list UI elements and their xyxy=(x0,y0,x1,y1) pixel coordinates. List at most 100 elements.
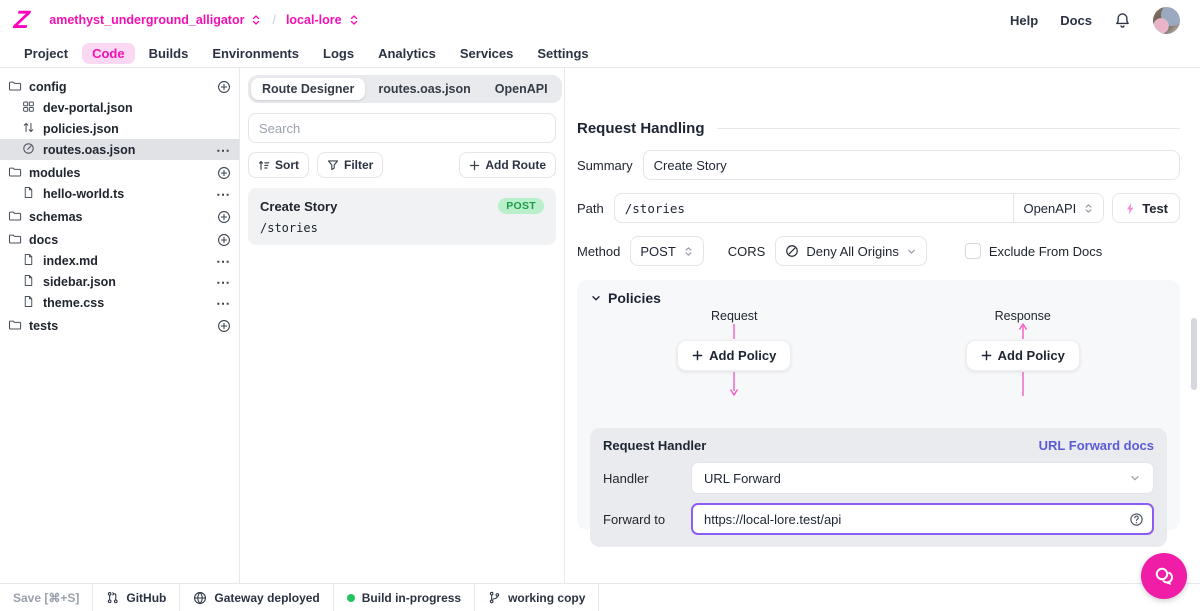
folder-icon xyxy=(8,209,23,224)
tab-logs[interactable]: Logs xyxy=(323,46,355,61)
route-panel: Route Designer routes.oas.json OpenAPI Sor… xyxy=(240,68,565,583)
github-pull-request-icon xyxy=(106,591,119,604)
tab-code[interactable]: Code xyxy=(82,43,135,64)
method-select[interactable]: POST xyxy=(630,236,704,266)
status-save-s[interactable]: Save [⌘+S] xyxy=(0,584,94,611)
editor-tab-routes-oas-json[interactable]: routes.oas.json xyxy=(378,82,471,96)
circle-slash-icon xyxy=(785,244,799,258)
ellipsis-menu-icon[interactable]: ⋯ xyxy=(216,294,231,311)
file-tree-item-config[interactable]: config xyxy=(0,76,239,97)
summary-input[interactable] xyxy=(642,150,1180,180)
exclude-from-docs-checkbox[interactable] xyxy=(964,243,981,259)
route-icon xyxy=(22,142,37,157)
status-item-label: Save [⌘+S] xyxy=(13,590,80,605)
plus-circle-icon[interactable] xyxy=(217,233,231,247)
file-tree-item-hello-world-ts[interactable]: hello-world.ts ⋯ xyxy=(0,183,239,204)
add-response-policy-button[interactable]: Add Policy xyxy=(965,340,1080,371)
test-button[interactable]: Test xyxy=(1112,193,1180,223)
handler-select[interactable]: URL Forward xyxy=(691,462,1154,494)
handler-select-value: URL Forward xyxy=(704,470,781,486)
status-working-copy[interactable]: working copy xyxy=(475,584,600,611)
file-tree-item-label: policies.json xyxy=(43,121,119,136)
project-switcher[interactable]: amethyst_underground_alligator xyxy=(49,13,245,27)
file-tree-item-label: hello-world.ts xyxy=(43,186,125,201)
status-item-label: Build in-progress xyxy=(361,590,462,605)
globe-icon xyxy=(193,591,207,605)
editor-tab-route-designer[interactable]: Route Designer xyxy=(251,78,366,100)
environment-switcher[interactable]: local-lore xyxy=(285,13,342,27)
plus-circle-icon[interactable] xyxy=(217,80,231,94)
chevron-updown-icon[interactable] xyxy=(348,14,360,26)
ellipsis-menu-icon[interactable]: ⋯ xyxy=(216,185,231,202)
chevron-down-icon xyxy=(1129,472,1141,484)
filter-button[interactable]: Filter xyxy=(317,152,384,178)
add-request-policy-button[interactable]: Add Policy xyxy=(677,340,792,371)
route-search-input[interactable] xyxy=(248,113,556,143)
route-list-item[interactable]: Create Story POST /stories xyxy=(248,188,556,245)
tab-services[interactable]: Services xyxy=(459,46,514,61)
docs-link[interactable]: Docs xyxy=(1060,12,1092,28)
plus-icon xyxy=(981,350,992,361)
ellipsis-menu-icon[interactable]: ⋯ xyxy=(216,252,231,269)
help-link[interactable]: Help xyxy=(1010,12,1039,28)
ellipsis-menu-icon[interactable]: ⋯ xyxy=(216,141,231,158)
file-tree-item-docs[interactable]: docs xyxy=(0,229,239,250)
sort-ascending-icon xyxy=(258,159,270,171)
chat-widget-button[interactable] xyxy=(1141,553,1187,599)
tab-settings[interactable]: Settings xyxy=(537,46,589,61)
cors-select[interactable]: Deny All Origins xyxy=(775,236,927,266)
breadcrumb: amethyst_underground_alligator / local-l… xyxy=(49,13,359,27)
exclude-from-docs-label: Exclude From Docs xyxy=(988,243,1103,259)
file-tree-item-schemas[interactable]: schemas xyxy=(0,206,239,227)
chevron-updown-icon[interactable] xyxy=(250,14,262,26)
file-tree-item-dev-portal-json[interactable]: dev-portal.json xyxy=(0,97,239,118)
plus-circle-icon[interactable] xyxy=(217,319,231,333)
add-route-button[interactable]: Add Route xyxy=(459,152,556,178)
status-item-label: Gateway deployed xyxy=(214,590,320,605)
notifications-bell-icon[interactable] xyxy=(1114,12,1131,29)
policies-collapse-toggle[interactable]: Policies xyxy=(590,290,1167,306)
status-item-label: working copy xyxy=(508,590,586,605)
tab-analytics[interactable]: Analytics xyxy=(378,46,436,61)
status-build-in-progress[interactable]: Build in-progress xyxy=(334,584,476,611)
help-circle-icon[interactable] xyxy=(1129,512,1144,527)
status-github[interactable]: GitHub xyxy=(93,584,181,611)
file-tree-item-label: index.md xyxy=(43,253,98,268)
plus-circle-icon[interactable] xyxy=(217,210,231,224)
tab-builds[interactable]: Builds xyxy=(148,46,189,61)
chevron-updown-icon xyxy=(683,246,694,257)
file-tree-item-label: schemas xyxy=(29,209,83,224)
file-tree-item-policies-json[interactable]: policies.json xyxy=(0,118,239,139)
plus-icon xyxy=(469,160,480,171)
scrollbar-thumb[interactable] xyxy=(1191,318,1197,390)
forward-to-label: Forward to xyxy=(603,511,666,527)
openapi-select[interactable]: OpenAPI xyxy=(1013,193,1105,223)
request-handler-box: Request Handler URL Forward docs Handler… xyxy=(590,428,1167,547)
add-policy-label: Add Policy xyxy=(709,348,777,363)
zuplo-logo[interactable]: Z xyxy=(12,5,31,34)
chevron-down-icon xyxy=(590,292,602,304)
user-avatar[interactable] xyxy=(1153,6,1180,34)
route-detail-panel: Request Handling Summary Path OpenAPI xyxy=(565,68,1200,583)
status-gateway-deployed[interactable]: Gateway deployed xyxy=(180,584,334,611)
file-tree-item-modules[interactable]: modules xyxy=(0,162,239,183)
editor-tab-openapi[interactable]: OpenAPI xyxy=(494,82,548,96)
path-input[interactable] xyxy=(613,193,1014,223)
file-tree-item-index-md[interactable]: index.md ⋯ xyxy=(0,250,239,271)
file-tree-item-sidebar-json[interactable]: sidebar.json ⋯ xyxy=(0,271,239,292)
test-label: Test xyxy=(1142,200,1168,216)
ellipsis-menu-icon[interactable]: ⋯ xyxy=(216,273,231,290)
url-forward-docs-link[interactable]: URL Forward docs xyxy=(1038,438,1154,453)
tab-environments[interactable]: Environments xyxy=(212,46,299,61)
sort-button[interactable]: Sort xyxy=(248,152,309,178)
tab-project[interactable]: Project xyxy=(24,46,69,61)
file-tree-item-label: theme.css xyxy=(43,295,105,310)
forward-to-input[interactable] xyxy=(691,503,1154,535)
file-tree-item-routes-oas-json[interactable]: routes.oas.json ⋯ xyxy=(0,139,239,160)
file-tree-item-theme-css[interactable]: theme.css ⋯ xyxy=(0,292,239,313)
file-tree-item-tests[interactable]: tests xyxy=(0,315,239,336)
file-icon xyxy=(22,253,37,268)
sort-label: Sort xyxy=(275,158,299,172)
plus-circle-icon[interactable] xyxy=(217,166,231,180)
status-item-label: GitHub xyxy=(126,590,167,605)
